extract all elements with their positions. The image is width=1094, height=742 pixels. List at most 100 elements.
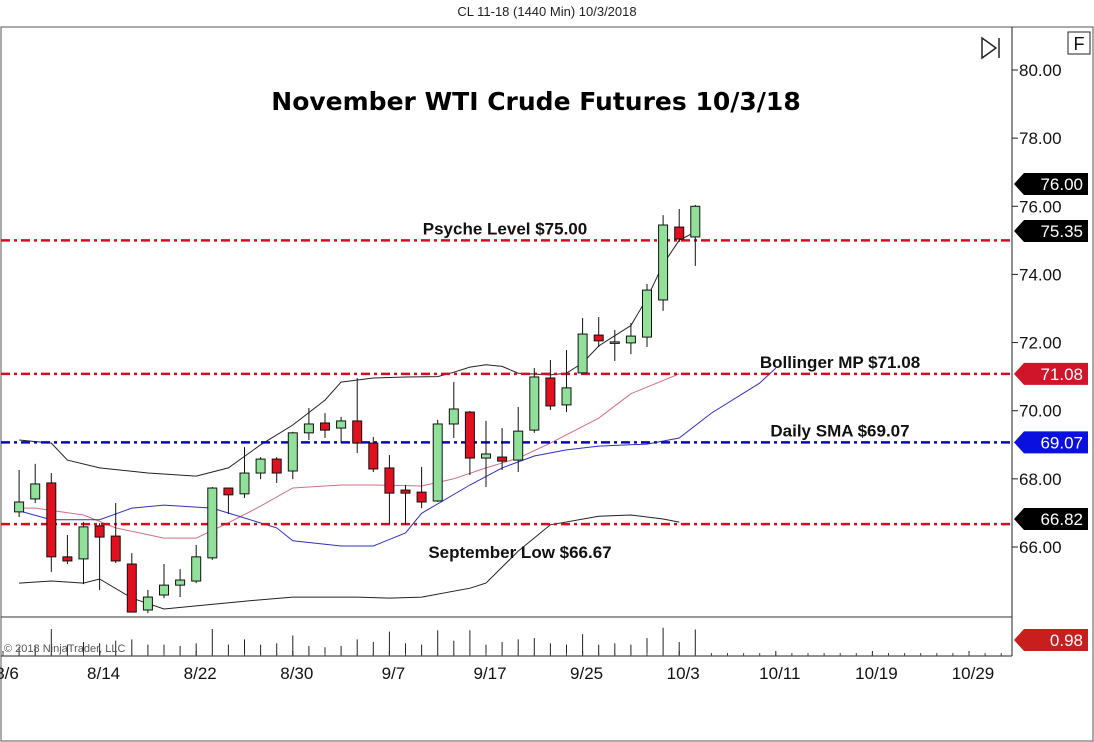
candle-body: [94, 525, 105, 538]
candle-body: [400, 489, 411, 494]
candle: [110, 503, 121, 563]
level-annotation: Psyche Level $75.00: [423, 219, 587, 238]
price-flag: 71.08: [1014, 362, 1088, 385]
candle: [303, 407, 314, 441]
level-annotation: September Low $66.67: [428, 543, 611, 562]
candle: [561, 350, 572, 413]
y-tick-label: 66.00: [1019, 538, 1062, 557]
candle: [223, 487, 234, 514]
indicators: [18, 231, 777, 610]
price-flag: 75.35: [1014, 220, 1088, 242]
panel-button-label: F: [1074, 34, 1085, 54]
price-flag: 66.82: [1014, 508, 1088, 531]
candle: [287, 431, 298, 480]
candle-body: [287, 432, 298, 472]
candle: [384, 454, 395, 524]
candle-body: [642, 289, 652, 338]
candle-body: [126, 563, 137, 613]
candle: [609, 329, 620, 361]
candle-body: [593, 334, 604, 342]
candle-body: [110, 535, 121, 562]
price-flag-label: 75.35: [1040, 222, 1083, 241]
y-tick-label: 68.00: [1019, 470, 1062, 489]
candle-body: [78, 526, 89, 560]
x-tick-label: 8/14: [87, 664, 120, 683]
candle-body: [384, 467, 395, 494]
skip-to-end-icon[interactable]: [981, 36, 1000, 60]
candle-body: [448, 408, 459, 425]
candle: [513, 406, 524, 473]
candle: [336, 416, 347, 444]
candle-body: [320, 422, 330, 431]
candle: [142, 589, 153, 614]
candle: [46, 473, 57, 572]
candle-body: [223, 487, 234, 496]
candle-body: [561, 387, 572, 406]
candle: [577, 318, 588, 374]
candle: [255, 457, 266, 480]
candle-body: [416, 491, 427, 503]
candle-body: [674, 226, 685, 240]
candle: [593, 317, 604, 347]
y-tick-label: 70.00: [1019, 402, 1062, 421]
x-tick-label: 10/3: [667, 664, 700, 683]
price-flag-shape: [1014, 508, 1088, 531]
time-axis: 8/6 8/14 8/22 8/30 9/7 9/17 9/25 10/3 10/11 10/19…: [0, 651, 1002, 683]
price-flag-label: 76.00: [1040, 175, 1083, 194]
price-flag-label: 71.08: [1040, 365, 1083, 384]
candle-body: [159, 584, 169, 596]
candle-body: [609, 341, 620, 344]
candle-body: [46, 482, 57, 558]
bollinger-lower-line: [19, 514, 680, 610]
candle-body: [352, 420, 363, 444]
price-flag-shape: [1014, 629, 1088, 651]
candle: [674, 209, 685, 243]
candle-body: [497, 456, 508, 462]
chart-title: November WTI Crude Futures 10/3/18: [271, 87, 800, 116]
x-tick-label: 9/17: [473, 664, 506, 683]
candle: [30, 463, 41, 504]
candle-body: [577, 333, 588, 374]
price-flag-label: 66.82: [1040, 510, 1083, 529]
y-tick-label: 76.00: [1019, 197, 1062, 216]
candle: [481, 420, 491, 488]
x-tick-label: 10/19: [855, 664, 898, 683]
candle: [14, 469, 25, 517]
x-tick-label: 9/7: [382, 664, 406, 683]
price-flag-label: 69.07: [1040, 433, 1083, 452]
y-tick-label: 78.00: [1019, 129, 1062, 148]
price-flag: 76.00: [1014, 173, 1088, 195]
x-tick-label: 8/6: [0, 664, 19, 683]
price-flag-shape: [1014, 173, 1088, 195]
candle: [94, 523, 105, 590]
candle: [175, 569, 186, 598]
candle: [432, 419, 443, 503]
x-tick-label: 9/25: [570, 664, 603, 683]
candle-body: [142, 596, 153, 611]
x-tick-label: 10/29: [952, 664, 995, 683]
candle-body: [481, 453, 491, 459]
candle: [464, 411, 475, 476]
candle: [658, 215, 669, 311]
panel-button[interactable]: F: [1067, 31, 1091, 55]
candle: [400, 484, 411, 525]
candle-body: [513, 430, 524, 461]
candle: [126, 553, 137, 613]
candle: [78, 522, 89, 585]
candle-body: [464, 411, 475, 459]
chart-frame: [0, 26, 1094, 742]
candle: [529, 368, 540, 433]
candle: [690, 204, 701, 266]
y-tick-label: 80.00: [1019, 61, 1062, 80]
candle: [352, 377, 363, 453]
candle-body: [625, 335, 636, 344]
candles: [14, 204, 701, 614]
candle-body: [368, 442, 379, 470]
copyright: © 2018 NinjaTrader, LLC: [4, 643, 125, 655]
candle: [545, 359, 556, 411]
candle-body: [432, 423, 443, 502]
daily-sma-line: [18, 367, 777, 547]
candle-body: [14, 501, 25, 513]
level-annotation: Daily SMA $69.07: [770, 421, 909, 440]
